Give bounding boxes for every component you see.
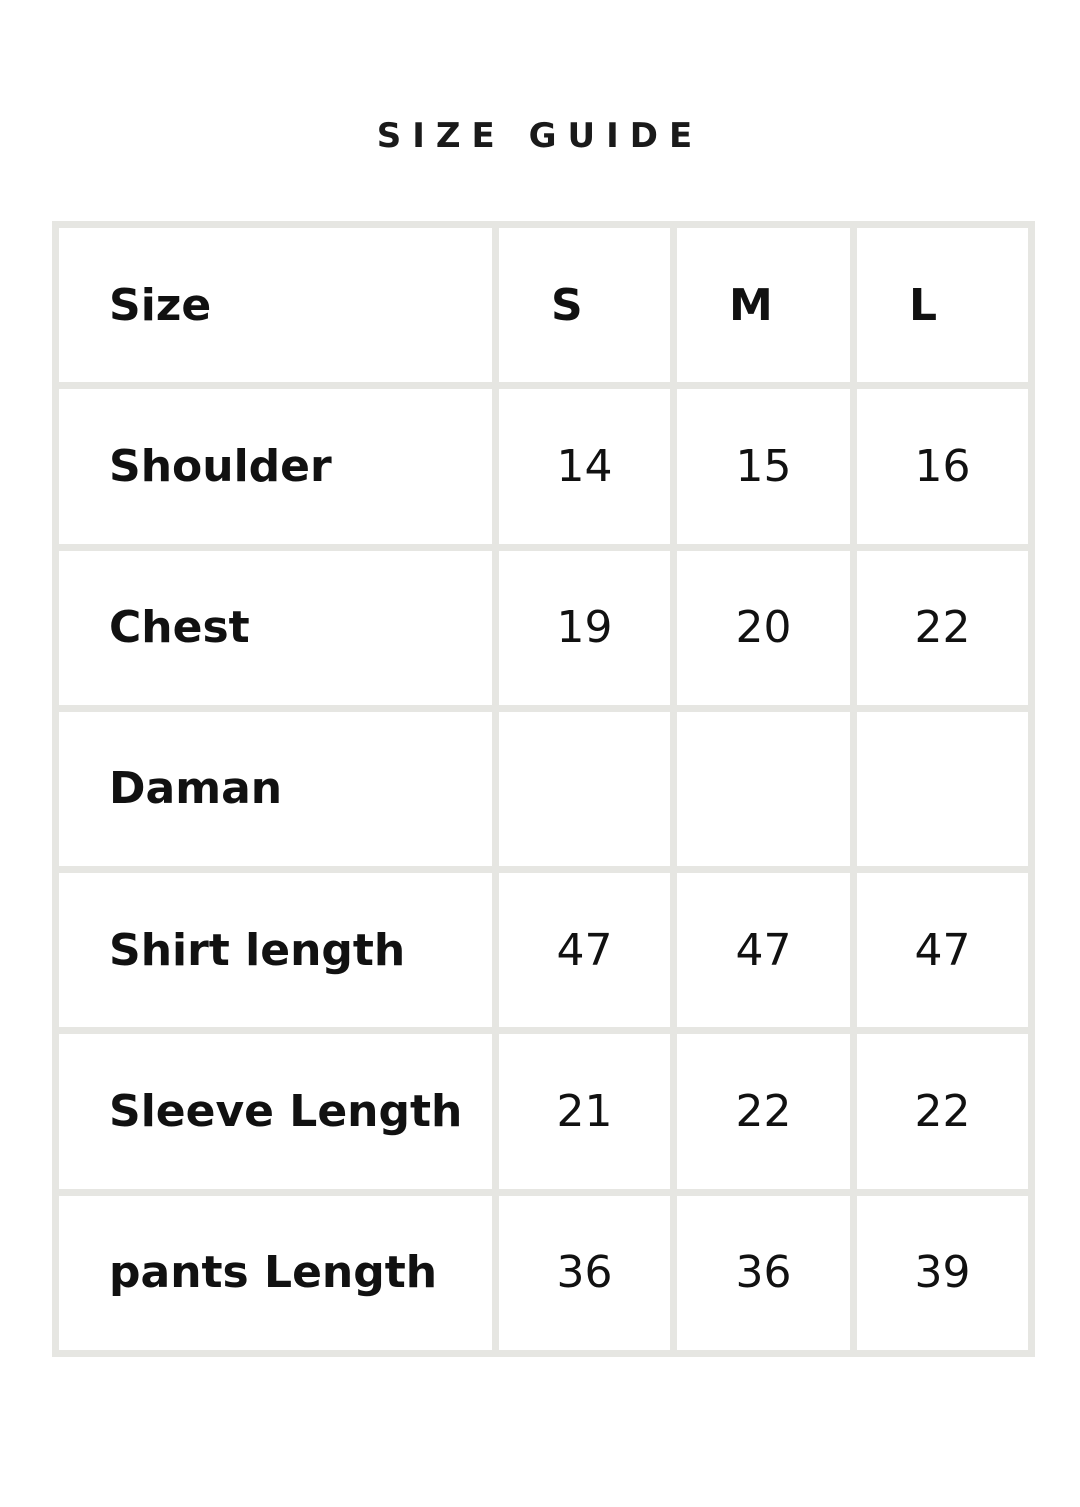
header-cell-size: Size — [52, 220, 499, 390]
table-row: Sleeve Length 21 22 22 — [52, 1027, 1035, 1196]
row-label: Chest — [52, 543, 499, 712]
table-header-row: Size S M L — [52, 220, 1035, 390]
table-row: Shoulder 14 15 16 — [52, 382, 1035, 551]
table-row: Shirt length 47 47 47 — [52, 866, 1035, 1035]
page-title: SIZE GUIDE — [376, 116, 704, 156]
header-cell-l: L — [850, 220, 1035, 390]
header-cell-m: M — [670, 220, 857, 390]
cell-value: 22 — [850, 543, 1035, 712]
cell-value: 15 — [670, 382, 857, 551]
cell-value: 47 — [850, 866, 1035, 1035]
header-cell-s: S — [492, 220, 677, 390]
cell-value: 16 — [850, 382, 1035, 551]
cell-value: 21 — [492, 1027, 677, 1196]
row-label: Daman — [52, 704, 499, 874]
table-row: Daman — [52, 704, 1035, 874]
row-label: pants Length — [52, 1188, 499, 1358]
row-label: Sleeve Length — [52, 1027, 499, 1196]
cell-value — [850, 704, 1035, 874]
cell-value: 14 — [492, 382, 677, 551]
cell-value — [670, 704, 857, 874]
row-label: Shirt length — [52, 866, 499, 1035]
table-row: Chest 19 20 22 — [52, 543, 1035, 712]
size-guide-table: Size S M L Shoulder 14 15 16 Chest 19 20… — [52, 220, 1035, 1358]
cell-value: 36 — [492, 1188, 677, 1358]
cell-value: 20 — [670, 543, 857, 712]
row-label: Shoulder — [52, 382, 499, 551]
cell-value: 19 — [492, 543, 677, 712]
cell-value: 47 — [670, 866, 857, 1035]
table-row: pants Length 36 36 39 — [52, 1188, 1035, 1358]
cell-value: 36 — [670, 1188, 857, 1358]
cell-value: 47 — [492, 866, 677, 1035]
cell-value: 22 — [850, 1027, 1035, 1196]
cell-value — [492, 704, 677, 874]
cell-value: 39 — [850, 1188, 1035, 1358]
cell-value: 22 — [670, 1027, 857, 1196]
